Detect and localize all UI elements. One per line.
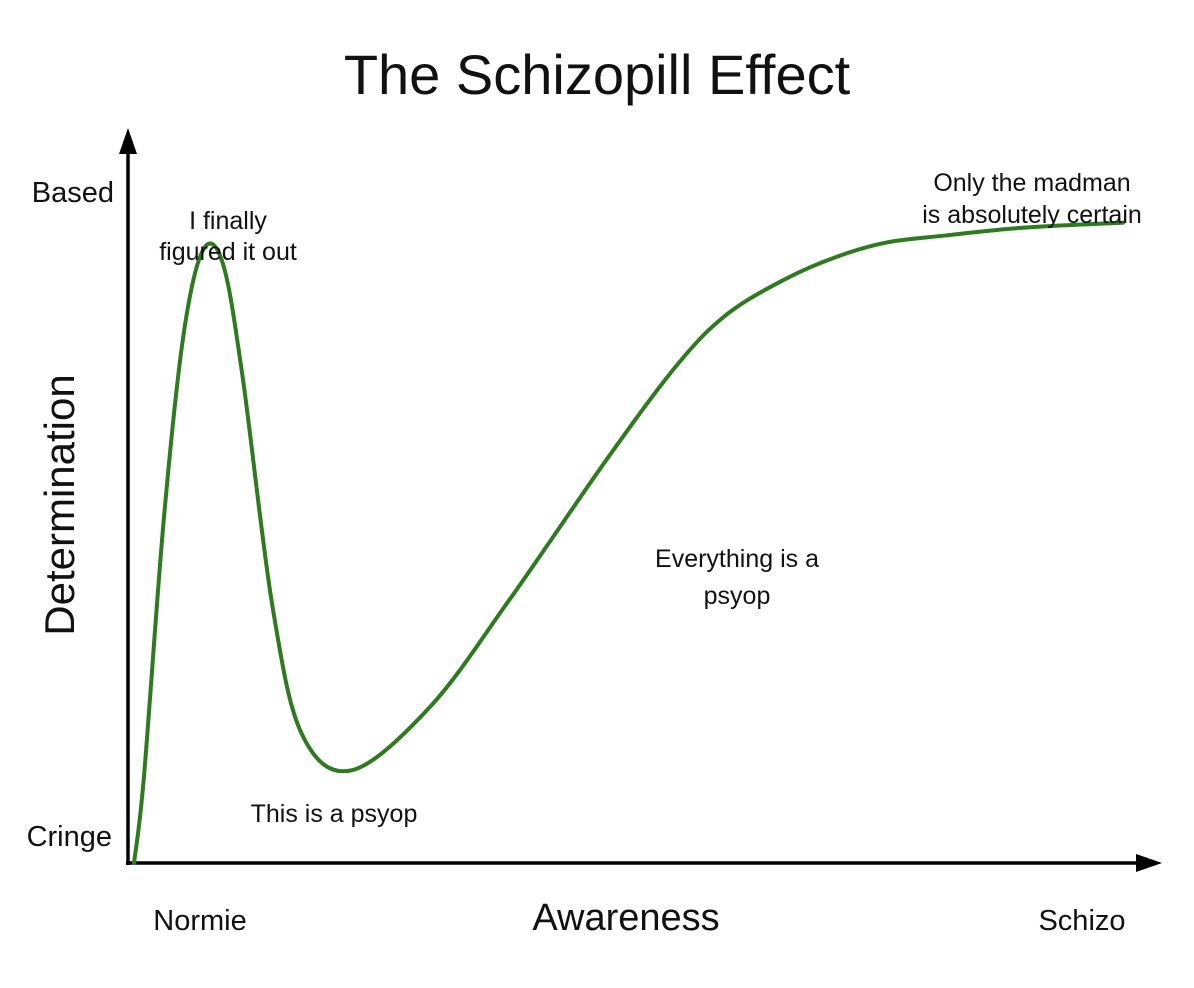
y-axis [119,128,137,865]
annotation-finally-figured-line-1: I finally [189,207,267,235]
annotation-madman-line-2: is absolutely certain [922,201,1142,229]
annotation-madman-line-1: Only the madman [933,169,1130,197]
annotation-everything-psyop-line-2: psyop [704,582,771,610]
annotation-finally-figured: I finally figured it out [159,207,297,266]
x-tick-label-schizo: Schizo [1038,905,1125,937]
x-tick-label-normie: Normie [153,905,246,937]
series-line [132,220,1125,865]
x-axis-label: Awareness [532,897,719,939]
y-tick-label-based: Based [32,177,114,209]
annotation-finally-figured-line-2: figured it out [159,238,297,266]
y-axis-label: Determination [36,374,83,635]
y-tick-label-cringe: Cringe [27,821,112,853]
chart-title: The Schizopill Effect [344,43,851,106]
x-axis [126,854,1162,872]
annotation-madman: Only the madman is absolutely certain [922,169,1142,229]
annotation-everything-psyop-line-1: Everything is a [655,545,819,573]
annotation-this-is-a-psyop-line-1: This is a psyop [251,800,418,828]
annotation-everything-psyop: Everything is a psyop [655,545,819,610]
annotation-this-is-a-psyop: This is a psyop [251,800,418,828]
